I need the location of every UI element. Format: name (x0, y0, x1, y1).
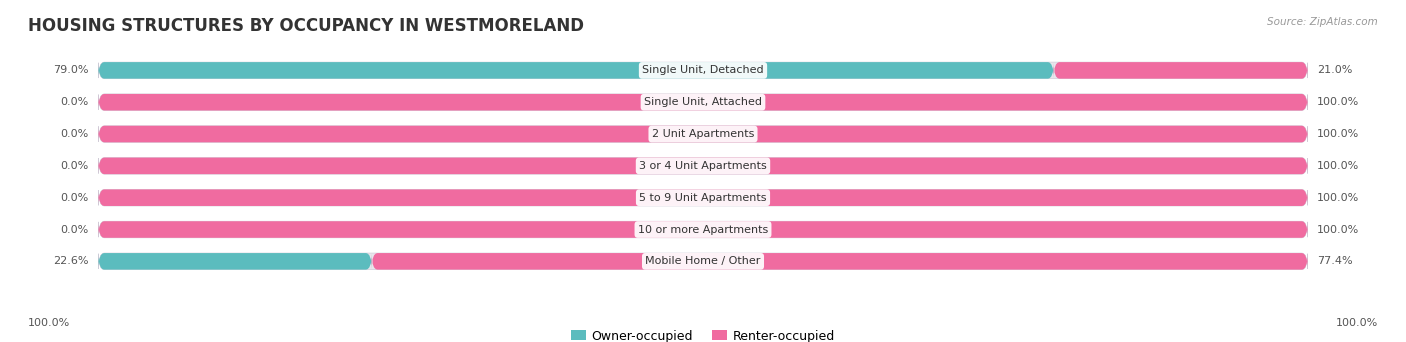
FancyBboxPatch shape (98, 62, 1308, 79)
FancyBboxPatch shape (371, 253, 1308, 269)
Legend: Owner-occupied, Renter-occupied: Owner-occupied, Renter-occupied (565, 325, 841, 342)
Text: 100.0%: 100.0% (1317, 161, 1360, 171)
FancyBboxPatch shape (98, 94, 1308, 110)
Text: 0.0%: 0.0% (60, 97, 89, 107)
FancyBboxPatch shape (98, 253, 1308, 269)
FancyBboxPatch shape (98, 158, 1308, 174)
FancyBboxPatch shape (98, 126, 1308, 142)
FancyBboxPatch shape (1053, 62, 1308, 79)
FancyBboxPatch shape (98, 221, 1308, 238)
Text: Mobile Home / Other: Mobile Home / Other (645, 256, 761, 266)
FancyBboxPatch shape (98, 221, 1308, 238)
Text: 77.4%: 77.4% (1317, 256, 1353, 266)
Text: 2 Unit Apartments: 2 Unit Apartments (652, 129, 754, 139)
Text: 100.0%: 100.0% (1336, 318, 1378, 328)
Text: Source: ZipAtlas.com: Source: ZipAtlas.com (1267, 17, 1378, 27)
Text: 10 or more Apartments: 10 or more Apartments (638, 224, 768, 235)
Text: 100.0%: 100.0% (28, 318, 70, 328)
Text: 3 or 4 Unit Apartments: 3 or 4 Unit Apartments (640, 161, 766, 171)
Text: 100.0%: 100.0% (1317, 193, 1360, 203)
FancyBboxPatch shape (98, 126, 1308, 142)
Text: 0.0%: 0.0% (60, 129, 89, 139)
Text: 100.0%: 100.0% (1317, 224, 1360, 235)
FancyBboxPatch shape (98, 158, 1308, 174)
Text: 79.0%: 79.0% (53, 65, 89, 75)
Text: 0.0%: 0.0% (60, 224, 89, 235)
Text: 100.0%: 100.0% (1317, 97, 1360, 107)
Text: 21.0%: 21.0% (1317, 65, 1353, 75)
FancyBboxPatch shape (98, 189, 1308, 206)
FancyBboxPatch shape (98, 189, 1308, 206)
FancyBboxPatch shape (98, 94, 1308, 110)
Text: HOUSING STRUCTURES BY OCCUPANCY IN WESTMORELAND: HOUSING STRUCTURES BY OCCUPANCY IN WESTM… (28, 17, 583, 35)
Text: Single Unit, Attached: Single Unit, Attached (644, 97, 762, 107)
Text: 100.0%: 100.0% (1317, 129, 1360, 139)
Text: 22.6%: 22.6% (53, 256, 89, 266)
Text: 5 to 9 Unit Apartments: 5 to 9 Unit Apartments (640, 193, 766, 203)
FancyBboxPatch shape (98, 62, 1053, 79)
Text: Single Unit, Detached: Single Unit, Detached (643, 65, 763, 75)
FancyBboxPatch shape (98, 253, 371, 269)
Text: 0.0%: 0.0% (60, 193, 89, 203)
Text: 0.0%: 0.0% (60, 161, 89, 171)
